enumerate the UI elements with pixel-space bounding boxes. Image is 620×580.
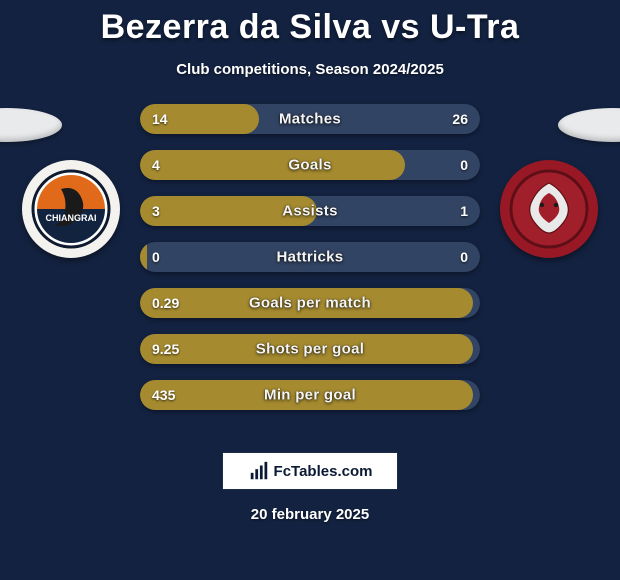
stat-bar: 1426Matches <box>140 104 480 134</box>
brand-text: FcTables.com <box>274 463 373 480</box>
page-subtitle: Club competitions, Season 2024/2025 <box>0 61 620 78</box>
brand-badge: FcTables.com <box>222 452 398 490</box>
team-crest-right <box>500 160 598 258</box>
stat-label: Shots per goal <box>140 341 480 358</box>
stat-label: Matches <box>140 111 480 128</box>
page-title: Bezerra da Silva vs U-Tra <box>0 0 620 47</box>
stat-bar: 40Goals <box>140 150 480 180</box>
stat-label: Min per goal <box>140 387 480 404</box>
stat-bar: 0.29Goals per match <box>140 288 480 318</box>
stat-bar: 9.25Shots per goal <box>140 334 480 364</box>
stat-bar: 00Hattricks <box>140 242 480 272</box>
crest-left-icon: CHIANGRAI <box>31 169 111 249</box>
chart-icon <box>248 460 270 482</box>
stat-label: Hattricks <box>140 249 480 266</box>
stat-bar: 435Min per goal <box>140 380 480 410</box>
stat-bar: 31Assists <box>140 196 480 226</box>
footer-date: 20 february 2025 <box>0 506 620 523</box>
shadow-ellipse-right <box>558 108 620 142</box>
stat-label: Goals <box>140 157 480 174</box>
shadow-ellipse-left <box>0 108 62 142</box>
comparison-arena: CHIANGRAI 1426Matches 40Goals 31Assists 00H… <box>0 104 620 434</box>
crest-right-icon <box>509 169 589 249</box>
svg-text:CHIANGRAI: CHIANGRAI <box>46 213 97 223</box>
stat-label: Goals per match <box>140 295 480 312</box>
stat-bar-list: 1426Matches 40Goals 31Assists 00Hattricks 0.… <box>140 104 480 426</box>
stat-label: Assists <box>140 203 480 220</box>
team-crest-left: CHIANGRAI <box>22 160 120 258</box>
